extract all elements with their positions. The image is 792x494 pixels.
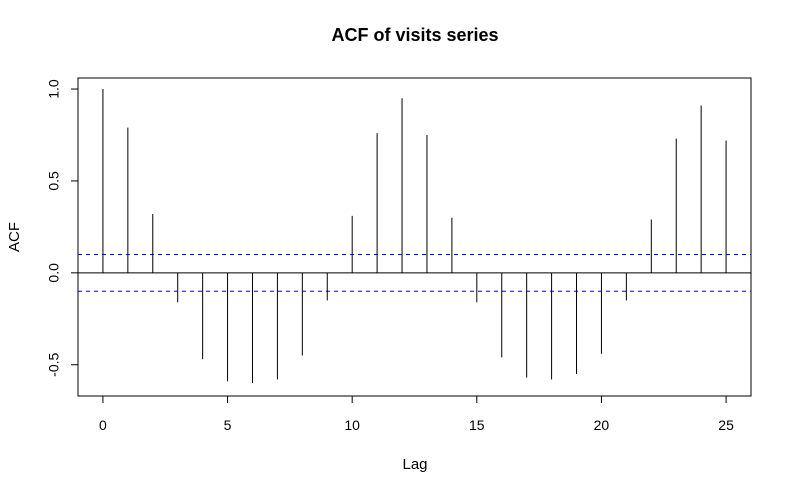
- y-axis: -0.5 0.0 0.5 1.0: [46, 79, 79, 377]
- x-tick-label: 15: [469, 417, 485, 433]
- x-tick-label: 0: [99, 417, 107, 433]
- x-tick-label: 20: [594, 417, 610, 433]
- x-tick-label: 25: [718, 417, 734, 433]
- x-axis: 0 5 10 15 20 25: [99, 395, 734, 433]
- plot-frame: [77, 77, 752, 397]
- y-axis-label: ACF: [6, 222, 23, 252]
- y-tick-label: 0.5: [46, 171, 62, 191]
- chart-title: ACF of visits series: [331, 25, 498, 45]
- acf-bars: [102, 89, 727, 384]
- x-tick-label: 10: [344, 417, 360, 433]
- x-tick-label: 5: [224, 417, 232, 433]
- x-axis-label: Lag: [402, 456, 427, 473]
- y-tick-label: 1.0: [46, 79, 62, 99]
- y-tick-label: 0.0: [46, 263, 62, 283]
- y-tick-label: -0.5: [46, 352, 62, 376]
